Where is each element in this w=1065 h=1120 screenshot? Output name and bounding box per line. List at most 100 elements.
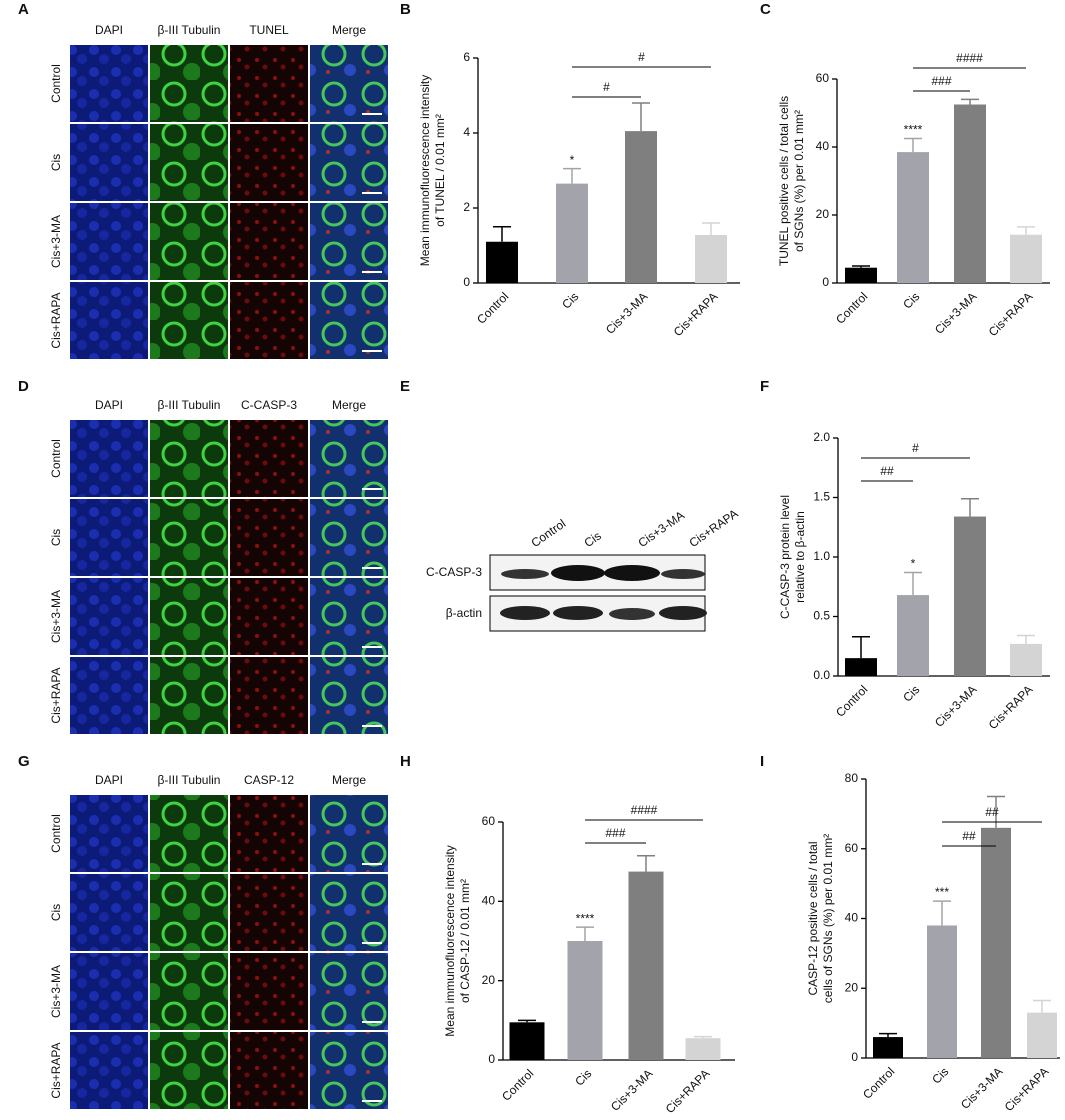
significance-star: * xyxy=(570,153,575,167)
micrograph xyxy=(310,420,388,497)
y-axis-label: cells of SGNs (%) per 0.01 mm² xyxy=(821,834,835,1003)
band xyxy=(609,608,655,620)
western-blot xyxy=(489,554,707,632)
panel-letter: G xyxy=(18,753,30,770)
comparison-label: # xyxy=(603,80,610,94)
y-tick-label: 0 xyxy=(822,275,829,289)
micrograph xyxy=(70,953,148,1030)
micrograph xyxy=(70,874,148,951)
x-tick-label: Cis+3-MA xyxy=(608,1066,655,1113)
comparison-label: # xyxy=(638,50,645,64)
row-label: Cis xyxy=(49,154,63,171)
micrograph xyxy=(150,874,228,951)
bar xyxy=(1010,234,1042,283)
bar xyxy=(845,267,877,283)
micrograph xyxy=(150,124,228,201)
micrograph xyxy=(150,953,228,1030)
column-label: Merge xyxy=(332,23,366,37)
x-tick-label: Cis+3-MA xyxy=(958,1064,1005,1111)
bar xyxy=(845,658,877,676)
row-label: Cis xyxy=(49,904,63,921)
micrograph xyxy=(150,578,228,655)
x-tick-label: Cis xyxy=(929,1064,951,1086)
significance-star: **** xyxy=(904,123,923,137)
lane-label: Control xyxy=(529,516,569,550)
micrograph xyxy=(150,657,228,734)
panel-letter: C xyxy=(760,1,771,18)
band-label: β-actin xyxy=(446,606,482,620)
x-tick-label: Control xyxy=(833,289,870,326)
y-axis-label: of TUNEL / 0.01 mm² xyxy=(433,114,447,227)
y-tick-label: 1.0 xyxy=(813,549,830,563)
bar xyxy=(695,235,727,283)
panel-letter: B xyxy=(400,1,411,18)
y-axis-label: TUNEL positive cells / total cells xyxy=(777,96,791,266)
micrograph xyxy=(150,499,228,576)
y-tick-label: 20 xyxy=(816,207,830,221)
comparison-label: ## xyxy=(985,805,999,819)
column-label: DAPI xyxy=(95,398,123,412)
x-tick-label: Cis+RAPA xyxy=(671,289,721,339)
y-tick-label: 0.0 xyxy=(813,668,830,682)
x-tick-label: Control xyxy=(474,289,511,326)
micrograph xyxy=(150,420,228,497)
panel-letter: A xyxy=(18,1,29,18)
y-tick-label: 0 xyxy=(463,275,470,289)
y-tick-label: 6 xyxy=(463,50,470,64)
micrograph xyxy=(310,499,388,576)
comparison-label: ### xyxy=(931,74,951,88)
row-label: Cis+RAPA xyxy=(49,1042,63,1098)
band xyxy=(500,606,550,620)
y-axis-label: relative to β-actin xyxy=(793,511,807,603)
lane-label: Cis xyxy=(582,529,604,550)
micrograph xyxy=(70,282,148,359)
column-label: β-III Tubulin xyxy=(158,398,221,412)
bar xyxy=(954,516,986,676)
micrograph xyxy=(150,795,228,872)
row-label: Cis+3-MA xyxy=(49,590,63,643)
bar xyxy=(954,104,986,283)
column-label: Merge xyxy=(332,398,366,412)
band xyxy=(661,569,705,579)
row-label: Cis+RAPA xyxy=(49,292,63,348)
x-tick-label: Control xyxy=(833,682,870,719)
y-axis-label: CASP-12 positive cells / total xyxy=(806,841,820,995)
y-tick-label: 60 xyxy=(845,841,859,855)
y-tick-label: 60 xyxy=(482,814,496,828)
micrograph xyxy=(310,203,388,280)
micrograph xyxy=(70,795,148,872)
micrograph xyxy=(230,1032,308,1109)
micrograph xyxy=(150,282,228,359)
micrograph xyxy=(310,282,388,359)
micrograph xyxy=(70,203,148,280)
column-label: Merge xyxy=(332,773,366,787)
y-axis-label: Mean immunofluorescence intensity xyxy=(443,845,457,1036)
bar xyxy=(486,241,518,283)
x-tick-label: Cis+3-MA xyxy=(932,682,979,729)
micrograph xyxy=(70,578,148,655)
band xyxy=(659,606,707,620)
micrograph xyxy=(230,953,308,1030)
panel-letter: F xyxy=(760,378,769,395)
x-tick-label: Control xyxy=(499,1066,536,1103)
micrograph xyxy=(150,45,228,122)
bar xyxy=(981,827,1011,1058)
column-label: CASP-12 xyxy=(244,773,294,787)
bar xyxy=(897,595,929,676)
x-tick-label: Cis xyxy=(900,682,922,704)
micrograph xyxy=(230,578,308,655)
column-label: C-CASP-3 xyxy=(241,398,297,412)
column-label: β-III Tubulin xyxy=(158,23,221,37)
y-tick-label: 1.5 xyxy=(813,490,830,504)
row-label: Control xyxy=(49,64,63,103)
micrograph xyxy=(230,795,308,872)
band xyxy=(501,569,549,579)
bar xyxy=(1027,1012,1057,1058)
row-label: Cis xyxy=(49,529,63,546)
micrograph xyxy=(310,578,388,655)
column-label: DAPI xyxy=(95,773,123,787)
y-tick-label: 40 xyxy=(845,911,859,925)
bar xyxy=(567,941,603,1060)
bar xyxy=(1010,643,1042,676)
